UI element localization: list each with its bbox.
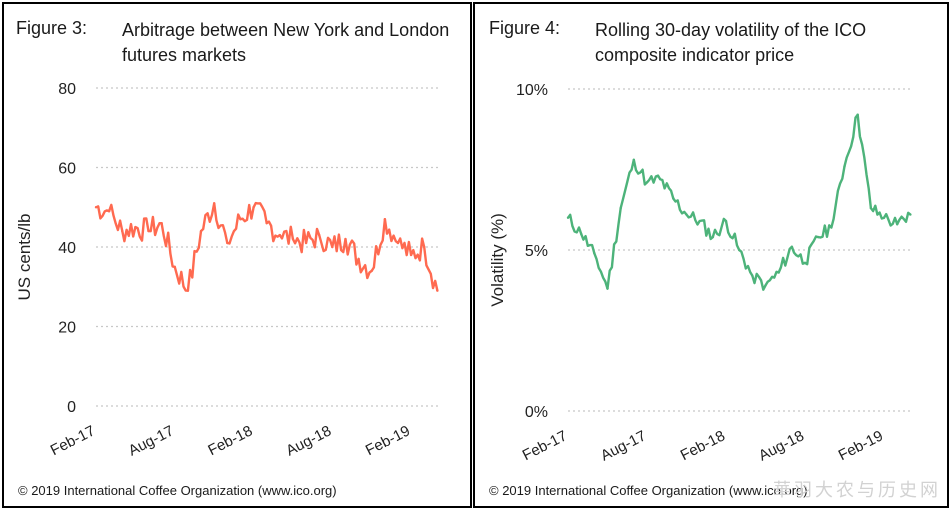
data-point: [423, 245, 426, 249]
y-axis-title: US cents/lb: [15, 214, 34, 301]
data-point: [737, 248, 741, 252]
data-point: [645, 181, 649, 184]
figure-4-panel: Figure 4: Rolling 30-day volatility of t…: [473, 2, 949, 508]
data-point: [134, 225, 137, 229]
data-point: [239, 217, 242, 221]
data-point: [724, 219, 728, 223]
data-point: [331, 245, 334, 249]
figure-4-label: Figure 4:: [489, 18, 561, 38]
data-point: [291, 237, 295, 241]
y-tick-label: 0: [67, 399, 76, 416]
data-point: [409, 253, 413, 257]
data-point: [199, 229, 203, 233]
data-point: [843, 165, 846, 168]
data-point: [304, 241, 308, 245]
x-tick-label: Feb-17: [48, 422, 98, 459]
data-point: [711, 235, 715, 239]
data-point: [672, 197, 675, 200]
data-point: [593, 252, 596, 255]
watermark-text: 華羽大农与历史网: [773, 480, 941, 500]
data-point: [895, 223, 899, 226]
data-point: [856, 113, 859, 116]
data-point: [278, 233, 282, 237]
data-point: [436, 289, 439, 292]
figure-3-label: Figure 3:: [16, 18, 88, 38]
data-point: [212, 202, 216, 205]
data-point: [619, 206, 622, 210]
x-tick-label: Feb-18: [678, 427, 728, 464]
data-point: [173, 265, 176, 269]
data-point: [147, 229, 150, 233]
y-tick-label: 0%: [525, 404, 548, 421]
x-tick-label: Aug-18: [756, 427, 807, 464]
y-tick-label: 60: [58, 161, 76, 178]
y-tick-label: 40: [58, 240, 76, 257]
data-point: [566, 216, 570, 219]
data-point: [344, 237, 347, 241]
data-point: [685, 213, 688, 216]
data-point: [869, 206, 873, 210]
data-point: [606, 287, 609, 290]
data-point: [265, 221, 268, 225]
figure-4-title: Rolling 30-day volatility of the ICO com…: [595, 20, 867, 65]
data-point: [226, 241, 229, 245]
x-tick-label: Feb-18: [205, 422, 255, 459]
data-point: [632, 158, 636, 162]
data-point: [790, 245, 794, 248]
data-point: [94, 206, 98, 209]
data-point: [764, 284, 767, 287]
data-point: [318, 233, 321, 237]
y-tick-label: 5%: [525, 243, 548, 260]
data-point: [579, 232, 583, 236]
figure-4-copyright: © 2019 International Coffee Organization…: [489, 483, 808, 498]
figure-3-panel: Figure 3: Arbitrage between New York and…: [2, 2, 472, 508]
data-point: [186, 289, 190, 292]
data-point: [909, 213, 912, 216]
data-point: [751, 274, 754, 277]
x-tick-label: Aug-17: [126, 422, 177, 459]
data-point: [396, 241, 400, 245]
x-tick-label: Feb-17: [520, 427, 570, 464]
data-point: [816, 235, 820, 239]
data-point: [160, 221, 163, 225]
data-point: [882, 216, 886, 219]
x-tick-label: Feb-19: [836, 427, 886, 464]
data-point: [357, 257, 360, 261]
data-point: [107, 210, 111, 213]
data-point: [803, 261, 807, 265]
x-tick-label: Feb-19: [363, 422, 413, 459]
data-point: [121, 229, 124, 233]
y-tick-label: 80: [58, 81, 76, 98]
y-tick-label: 10%: [516, 82, 548, 99]
data-point: [252, 206, 255, 209]
y-axis-title: Volatility (%): [488, 213, 507, 307]
data-point: [383, 217, 387, 221]
figure-4-chart: 10% 5% 0% Volatility (%) Feb-17 Aug-17 Feb-18 A…: [488, 82, 913, 465]
data-point: [830, 226, 833, 229]
x-tick-label: Aug-18: [283, 422, 334, 459]
figure-3-chart: 80 60 40 20 0 US cents/lb Feb-17 Aug-17 Feb-18 Au…: [15, 81, 440, 460]
data-point: [698, 219, 701, 223]
x-tick-label: Aug-17: [598, 427, 649, 464]
series-line: [567, 113, 912, 291]
data-point: [658, 177, 662, 181]
figure-3-title: Arbitrage between New York and London fu…: [122, 20, 450, 65]
y-tick-label: 20: [58, 320, 76, 337]
data-point: [370, 269, 373, 273]
figure-3-copyright: © 2019 International Coffee Organization…: [18, 483, 337, 498]
data-point: [777, 271, 780, 274]
